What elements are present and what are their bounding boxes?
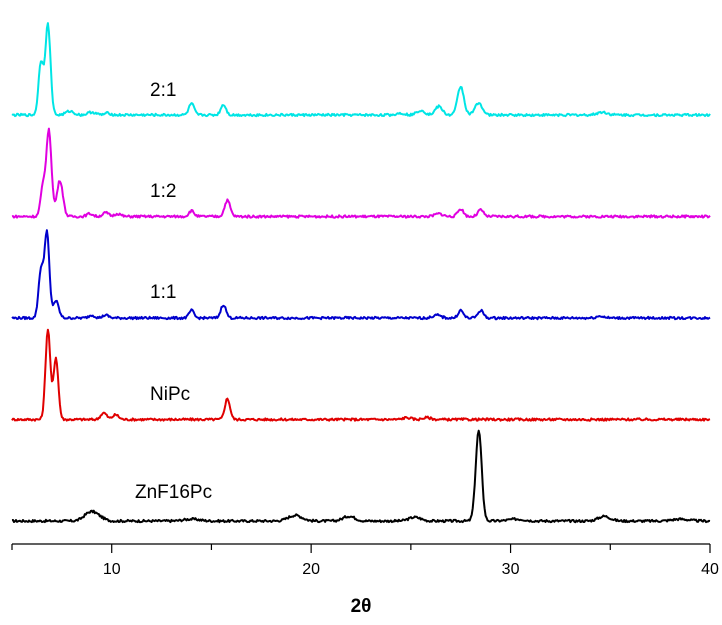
x-tick-label: 40: [701, 561, 719, 578]
series-line-1-2: [11, 127, 711, 219]
series-line-nipc: [11, 328, 711, 422]
series-label: 1:1: [150, 282, 176, 303]
series-line-znf16pc: [11, 429, 711, 524]
series-label: ZnF16Pc: [135, 482, 212, 503]
x-tick-label: 20: [302, 561, 320, 578]
series-traces: [11, 22, 711, 524]
x-axis-title: 2θ: [351, 596, 372, 617]
series-labels: ZnF16Pc NiPc 1:1 1:2 2:1: [135, 80, 212, 503]
x-tick-label: 10: [103, 561, 121, 578]
x-tick-label: 30: [502, 561, 520, 578]
series-line-2-1: [11, 22, 711, 118]
series-label: 1:2: [150, 181, 176, 202]
series-line-1-1: [11, 229, 711, 321]
x-axis-ticks: [11, 544, 711, 553]
series-label: NiPc: [150, 384, 190, 405]
series-label: 2:1: [150, 80, 176, 101]
x-axis-tick-labels: 10 20 30 40: [103, 561, 719, 578]
